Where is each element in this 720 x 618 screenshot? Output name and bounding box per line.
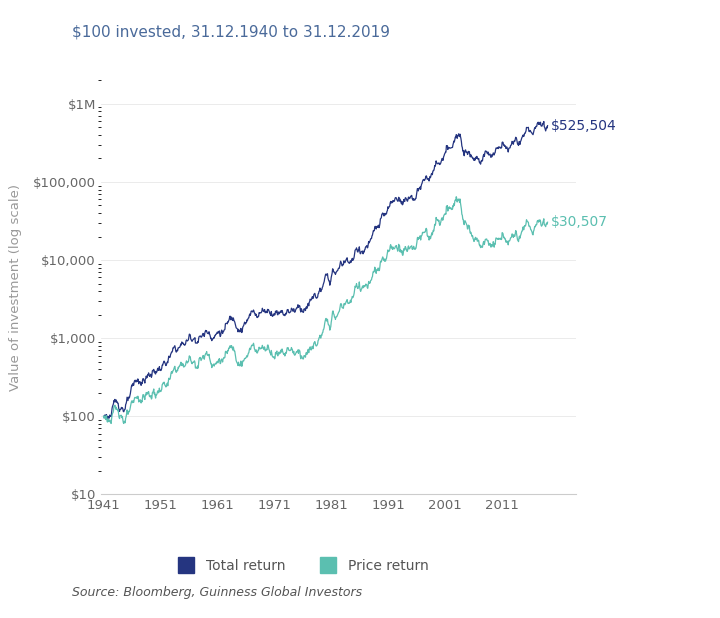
Text: $100 invested, 31.12.1940 to 31.12.2019: $100 invested, 31.12.1940 to 31.12.2019 [72, 25, 390, 40]
Y-axis label: Value of investment (log scale): Value of investment (log scale) [9, 184, 22, 391]
Text: $30,507: $30,507 [550, 215, 608, 229]
Legend: Total return, Price return: Total return, Price return [166, 554, 435, 578]
Text: Source: Bloomberg, Guinness Global Investors: Source: Bloomberg, Guinness Global Inves… [72, 586, 362, 599]
Text: $525,504: $525,504 [550, 119, 616, 133]
